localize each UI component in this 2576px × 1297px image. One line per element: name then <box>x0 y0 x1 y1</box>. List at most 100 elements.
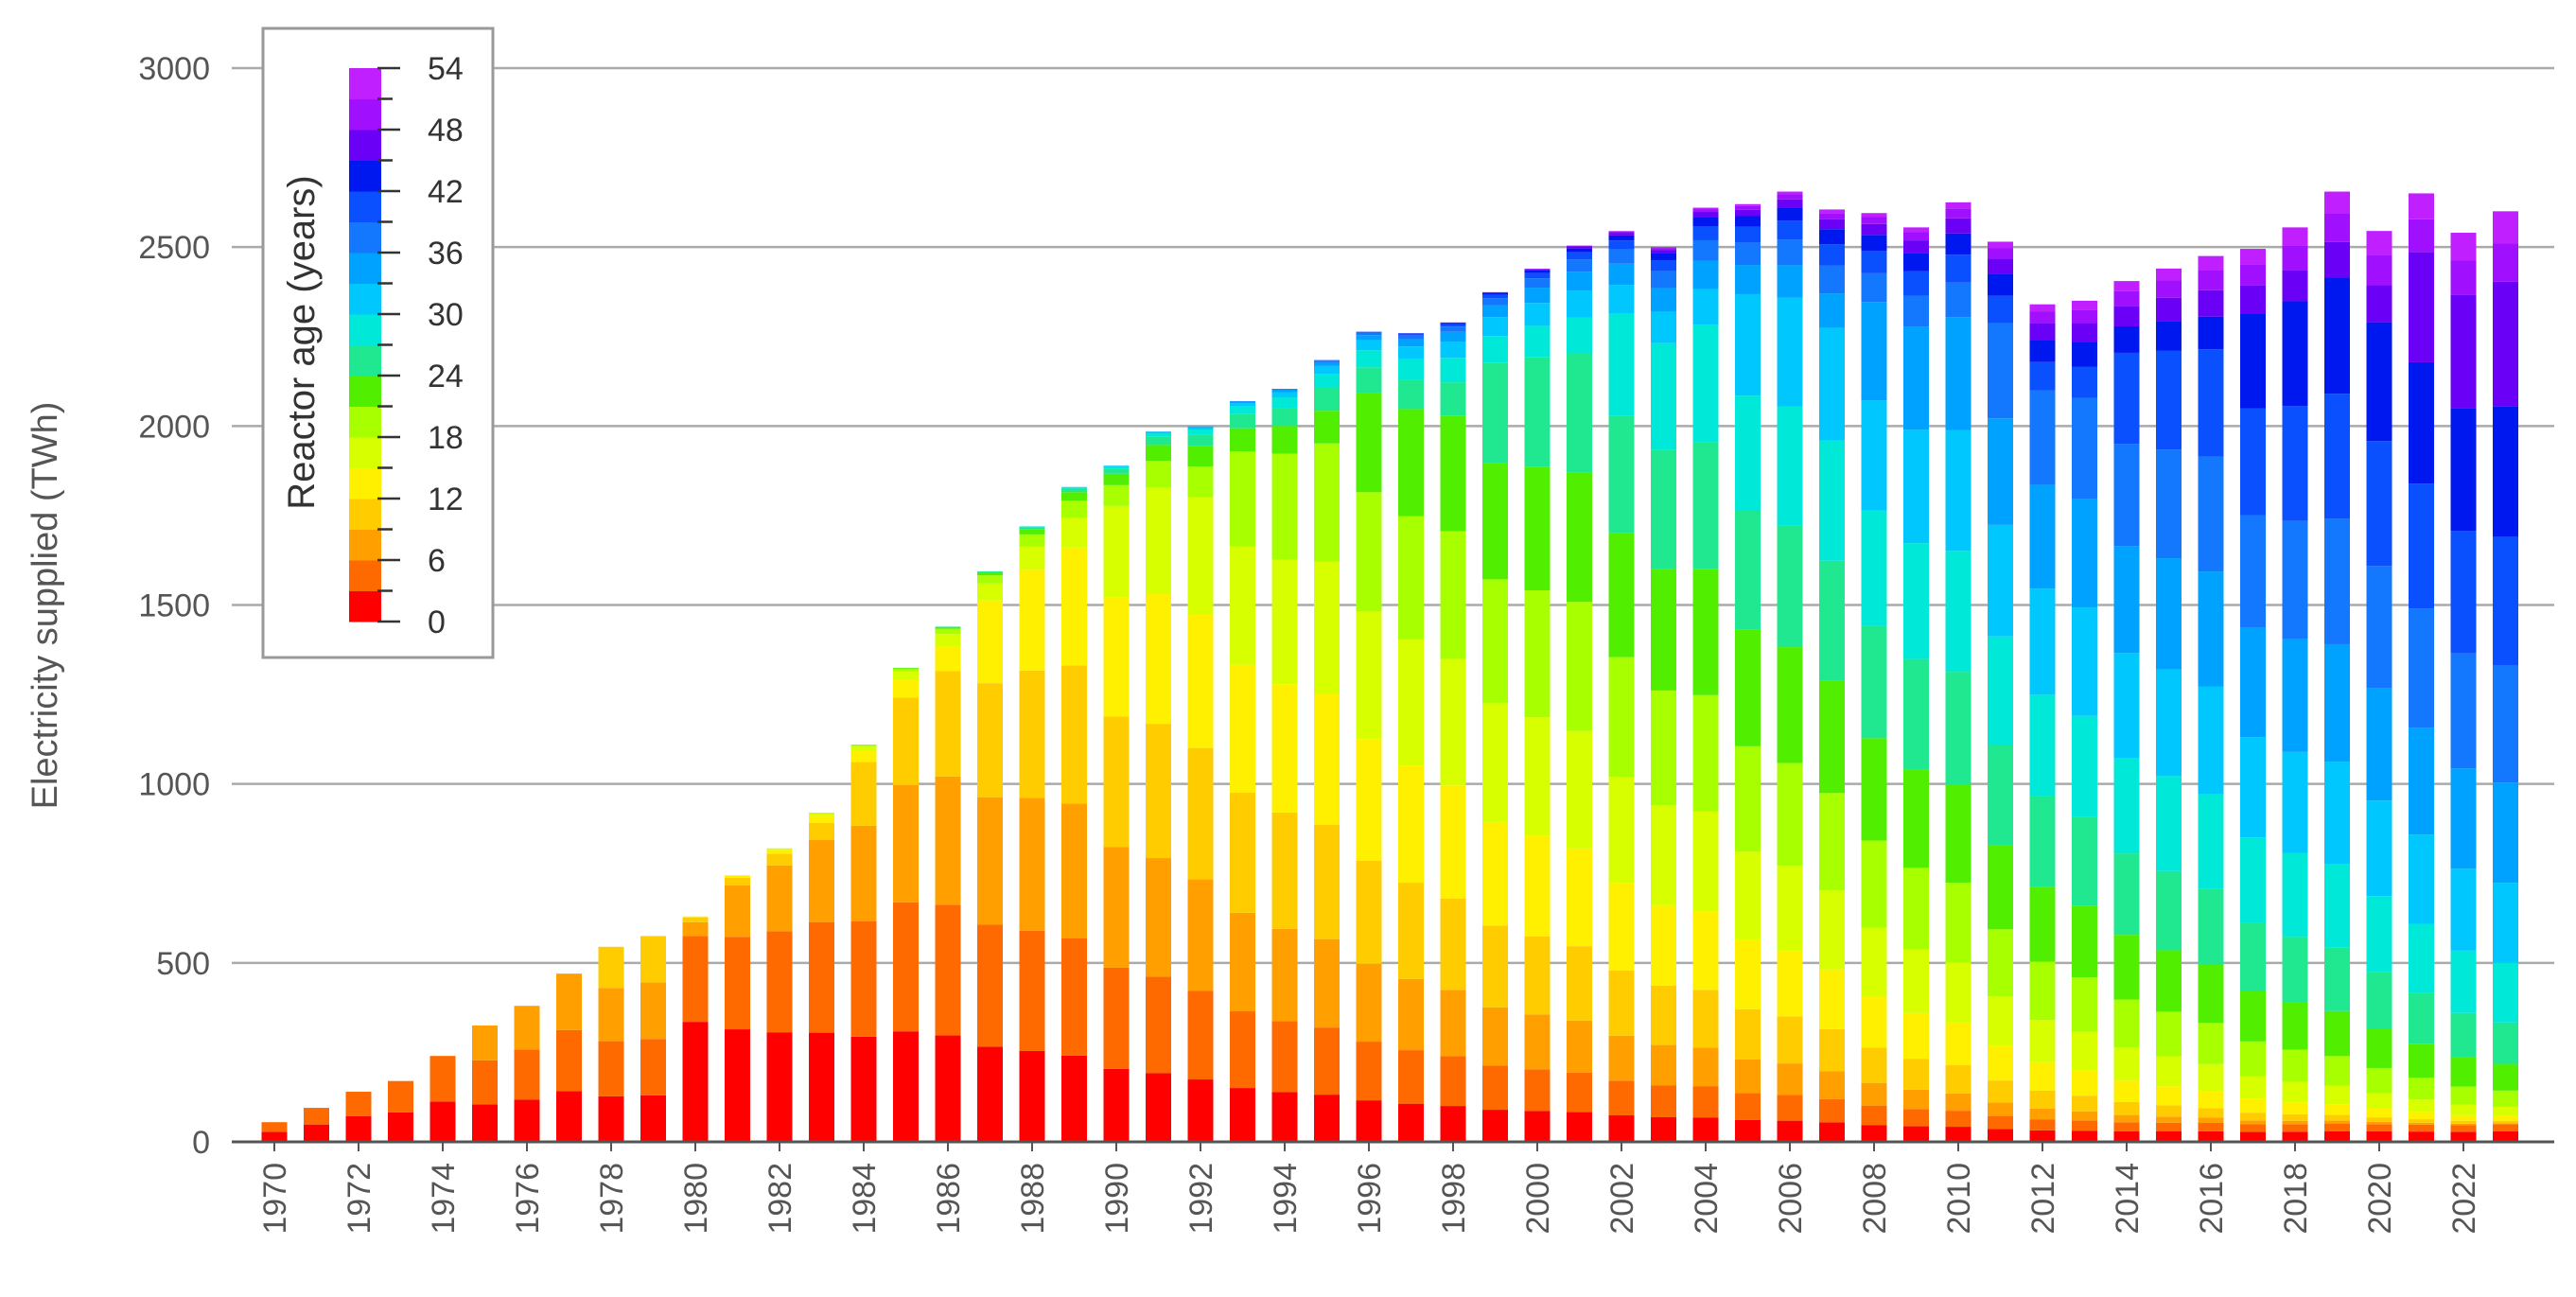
x-tick-label: 1988 <box>1015 1163 1051 1235</box>
bar-segment <box>2493 1106 2518 1116</box>
bar-segment <box>809 839 834 922</box>
bar-segment <box>2493 1115 2518 1121</box>
bar-segment <box>1567 317 1592 354</box>
bar-segment <box>1146 724 1171 859</box>
bar-segment <box>1230 664 1255 793</box>
bar-segment <box>1903 658 1929 770</box>
bar-segment <box>2493 243 2518 282</box>
bar-segment <box>2409 1043 2434 1078</box>
bar-segment <box>1735 265 1761 294</box>
bar-segment <box>2156 1086 2182 1106</box>
legend-colorbar <box>349 68 381 622</box>
bar-segment <box>682 917 709 922</box>
bar-segment <box>2409 1099 2434 1113</box>
bar-segment <box>1187 1079 1214 1142</box>
bar-segment <box>2156 449 2182 559</box>
bar-segment <box>1314 387 1340 412</box>
bar-segment <box>1735 851 1761 940</box>
bar-segment <box>2282 1002 2308 1050</box>
bar-segment <box>977 571 1003 576</box>
bar-segment <box>1146 1073 1171 1142</box>
bar-segment <box>2198 888 2224 965</box>
bar-segment <box>1945 1065 1971 1094</box>
bar-segment <box>977 683 1003 797</box>
bar-segment <box>1314 1027 1340 1095</box>
bar-segment <box>1271 392 1298 398</box>
bar-segment <box>1988 295 2013 324</box>
bar-segment <box>1819 327 1845 441</box>
bar-segment <box>2198 964 2224 1024</box>
bar-segment <box>2282 1081 2308 1103</box>
x-tick-label: 1996 <box>1352 1163 1388 1235</box>
bar-segment <box>1146 431 1171 434</box>
bar-segment <box>598 1095 624 1142</box>
bar-segment <box>1061 488 1087 493</box>
bar-segment <box>1187 434 1214 447</box>
bar-segment <box>1608 231 1635 234</box>
bar-segment <box>1819 1071 1845 1099</box>
bar-segment <box>1482 579 1508 704</box>
bar-segment <box>1819 1098 1845 1123</box>
bar-segment <box>2156 1122 2182 1131</box>
bar-segment <box>2113 1130 2140 1142</box>
y-tick-label: 3000 <box>138 51 210 87</box>
bar-segment <box>2324 213 2350 242</box>
bar-segment <box>1482 362 1508 464</box>
bar-segment <box>2156 669 2182 777</box>
bar-segment <box>1440 898 1466 990</box>
bar-segment <box>1988 241 2013 249</box>
bar-segment <box>1482 703 1508 822</box>
bar-segment <box>1903 868 1929 950</box>
bar-segment <box>1398 883 1424 979</box>
bar-segment <box>2409 1124 2434 1132</box>
bar-segment <box>261 1122 288 1132</box>
bar-segment <box>1271 397 1298 409</box>
bar-segment <box>1651 449 1676 570</box>
bar-segment <box>2450 653 2477 769</box>
bar-segment <box>2409 361 2434 484</box>
y-tick-label: 2500 <box>138 230 210 266</box>
bar-segment <box>1103 716 1130 848</box>
x-tick-label: 1992 <box>1183 1163 1219 1235</box>
bar-segment <box>1482 925 1508 1008</box>
legend-tick-label: 48 <box>428 113 464 149</box>
bar-segment <box>1692 990 1719 1048</box>
bar-segment <box>2450 531 2477 654</box>
bar-segment <box>1651 690 1676 806</box>
x-tick-label: 1980 <box>678 1163 714 1235</box>
x-tick-label: 1990 <box>1099 1163 1135 1235</box>
legend-tick-label: 30 <box>428 297 464 333</box>
bar-segment <box>2282 1102 2308 1114</box>
bar-segment <box>261 1131 288 1142</box>
bar-segment <box>2450 768 2477 869</box>
bar-segment <box>1861 223 1887 236</box>
bar-segment <box>2198 1117 2224 1124</box>
bar-segment <box>1608 249 1635 264</box>
bar-segment <box>893 1031 919 1142</box>
bar-segment <box>977 575 1003 584</box>
bar-segment <box>935 904 961 1036</box>
bar-segment <box>1187 429 1214 435</box>
bar-segment <box>1440 382 1466 416</box>
bar-segment <box>1061 487 1087 489</box>
bar-segment <box>1903 429 1929 544</box>
legend-swatch <box>349 406 381 438</box>
bar-segment <box>1819 229 1845 245</box>
bar-segment <box>2324 277 2350 394</box>
bar-segment <box>1524 1014 1551 1070</box>
bar-segment <box>1988 1129 2013 1142</box>
bar-segment <box>893 784 919 903</box>
bar-segment <box>1903 326 1929 430</box>
bar-segment <box>2450 1131 2477 1142</box>
bar-segment <box>598 1041 624 1096</box>
bar-segment <box>1819 219 1845 230</box>
bar-segment <box>1861 625 1887 739</box>
bar-segment <box>1567 259 1592 272</box>
y-tick-label: 1000 <box>138 767 210 803</box>
bar-segment <box>2324 1123 2350 1131</box>
bar-segment <box>1440 658 1466 786</box>
bar-segment <box>2240 408 2266 516</box>
bar-segment <box>1777 207 1803 221</box>
bar-segment <box>1440 1056 1466 1107</box>
bar-segment <box>1230 1011 1255 1089</box>
